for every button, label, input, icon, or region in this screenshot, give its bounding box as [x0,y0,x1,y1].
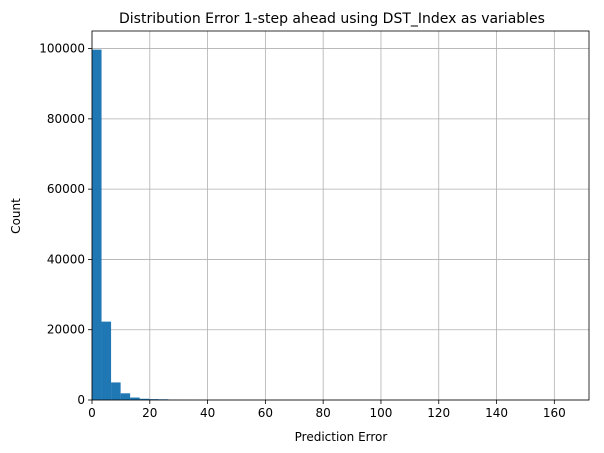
x-tick-label: 0 [88,406,96,420]
x-axis-label: Prediction Error [295,430,388,444]
x-tick-label: 160 [543,406,566,420]
x-tick-label: 60 [258,406,273,420]
y-tick-label: 100000 [39,42,85,56]
histogram-bar [92,49,102,401]
x-tick-label: 100 [370,406,393,420]
plot-frame [91,30,590,401]
grid-lines [91,31,589,401]
y-tick-label: 60000 [47,182,85,196]
x-tick-label: 80 [316,406,331,420]
x-tick-label: 40 [200,406,215,420]
histogram-bar [111,382,121,400]
histogram-bars [92,49,197,401]
y-axis-label: Count [9,198,23,234]
y-tick-label: 80000 [47,112,85,126]
x-tick-label: 140 [485,406,508,420]
histogram-bar [101,321,112,400]
y-tick-label: 20000 [47,323,85,337]
histogram-bar [139,398,150,400]
histogram-bar [130,397,140,400]
y-tick-label: 0 [77,393,85,407]
y-tick-label: 40000 [47,252,85,266]
x-tick-label: 120 [427,406,450,420]
x-axis-ticks: 0 20 40 60 80 100 120 140 160 [88,400,566,420]
chart-title: Distribution Error 1-step ahead using DS… [119,11,545,27]
x-tick-label: 20 [142,406,157,420]
y-axis-ticks: 0 20000 40000 60000 80000 100000 [39,42,92,407]
histogram-bar [149,399,159,400]
histogram-bar [120,393,131,400]
